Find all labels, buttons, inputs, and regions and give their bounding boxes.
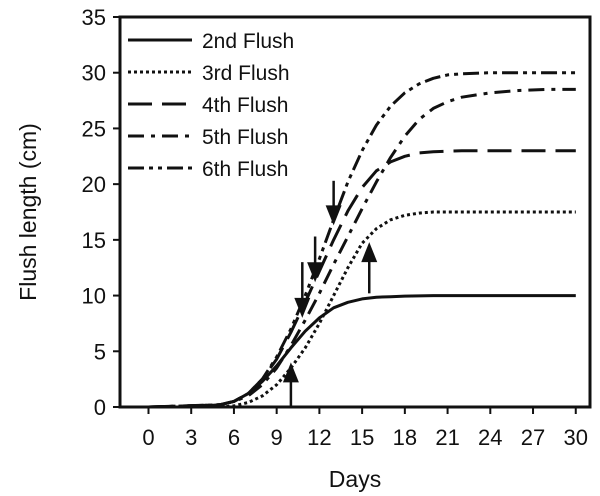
x-tick-label: 0 (142, 425, 154, 450)
legend-label-1: 2nd Flush (202, 30, 294, 53)
x-tick-label: 12 (307, 425, 331, 450)
arrow-down-1 (294, 262, 311, 318)
arrow-down-2 (307, 236, 324, 283)
y-tick-label: 5 (94, 339, 106, 364)
y-tick-label: 30 (82, 61, 106, 86)
series-line-1 (148, 294, 576, 407)
y-tick-label: 35 (82, 5, 106, 30)
arrow-down-3 (325, 180, 342, 226)
x-tick-label: 21 (435, 425, 459, 450)
legend: 2nd Flush 3rd Flush 4th Flush 5th Flush 6th … (128, 30, 294, 181)
y-tick-label: 20 (82, 172, 106, 197)
legend-label-3: 4th Flush (202, 94, 288, 117)
x-tick-label: 27 (521, 425, 545, 450)
x-tick-label: 9 (271, 425, 283, 450)
legend-label-2: 3rd Flush (202, 62, 290, 85)
plot-frame (118, 15, 592, 409)
arrow-up-5 (361, 242, 378, 294)
series-line-4 (148, 87, 576, 407)
series-line-5 (148, 71, 576, 407)
x-tick-label: 3 (185, 425, 197, 450)
x-tick-label: 15 (350, 425, 374, 450)
y-tick-label: 15 (82, 228, 106, 253)
arrow-up-4 (282, 362, 299, 407)
y-axis-title: Flush length (cm) (15, 123, 41, 301)
legend-label-4: 5th Flush (202, 126, 288, 149)
x-tick-label: 24 (478, 425, 502, 450)
series-line-3 (148, 149, 576, 407)
y-tick-label: 25 (82, 116, 106, 141)
y-tick-label: 0 (94, 395, 106, 420)
x-tick-label: 18 (393, 425, 417, 450)
legend-label-5: 6th Flush (202, 158, 288, 181)
x-tick-label: 6 (228, 425, 240, 450)
y-tick-label: 10 (82, 284, 106, 309)
x-tick-label: 30 (564, 425, 588, 450)
x-axis-title: Days (329, 466, 381, 492)
series-line-2 (148, 210, 576, 407)
